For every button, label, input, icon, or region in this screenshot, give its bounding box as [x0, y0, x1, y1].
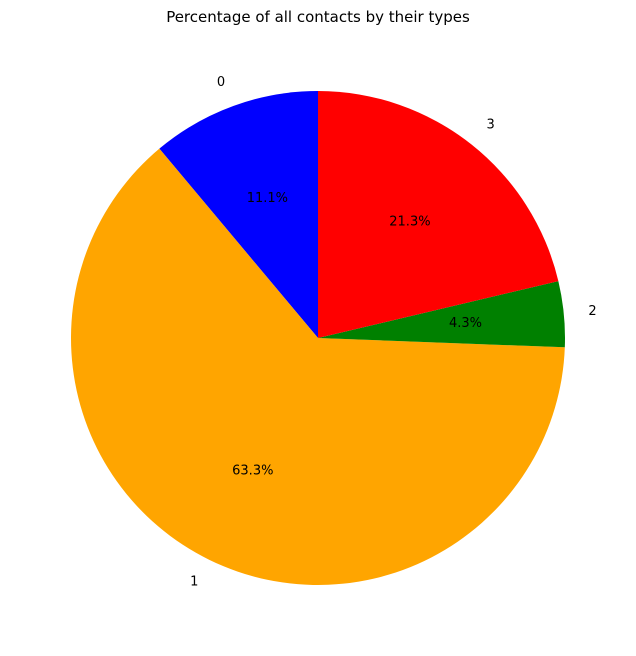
pie-slice-2: [318, 281, 566, 348]
slice-label-3: 3: [487, 117, 495, 132]
pie-slices: [71, 91, 566, 586]
pie-slice-1: [71, 148, 565, 586]
slice-percent-3: 21.3%: [389, 214, 430, 229]
slice-percent-0: 11.1%: [247, 191, 288, 206]
slice-percent-2: 4.3%: [449, 316, 482, 331]
chart-title: Percentage of all contacts by their type…: [166, 8, 470, 26]
slice-label-2: 2: [588, 304, 596, 319]
slice-label-1: 1: [190, 574, 198, 589]
slice-percent-1: 63.3%: [232, 464, 273, 479]
slice-label-0: 0: [217, 75, 225, 90]
pie-slice-0: [159, 91, 318, 338]
pie-labels: 0 11.1% 1 63.3% 2 4.3% 3 21.3%: [190, 75, 597, 589]
pie-slice-3: [318, 91, 559, 338]
